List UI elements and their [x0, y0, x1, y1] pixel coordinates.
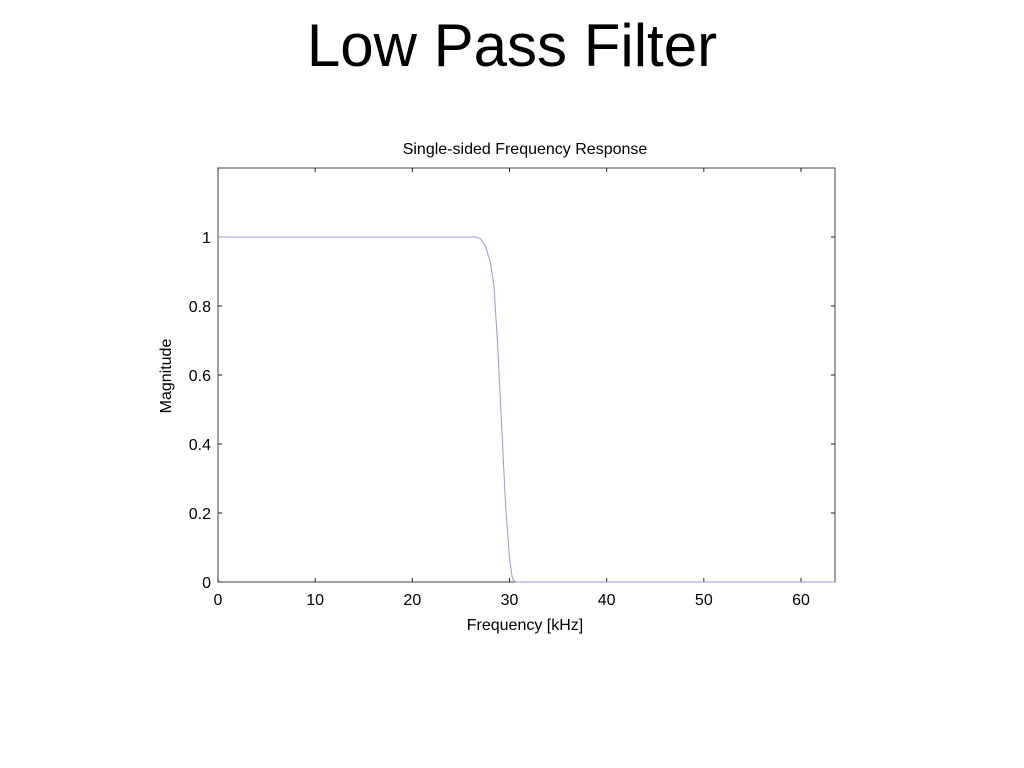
- x-tick-label: 40: [598, 592, 616, 609]
- series-layer: [218, 236, 835, 583]
- x-tick-label: 10: [306, 592, 324, 609]
- x-tick-label: 60: [792, 592, 810, 609]
- y-tick-label: 1: [202, 230, 211, 247]
- x-tick-label: 50: [695, 592, 713, 609]
- y-tick-label: 0.8: [189, 299, 211, 316]
- series-line: [218, 236, 835, 583]
- y-tick-label: 0.6: [189, 368, 211, 385]
- x-tick-label: 0: [214, 592, 223, 609]
- x-tick-label: 20: [403, 592, 421, 609]
- x-axis-label: Frequency [kHz]: [467, 617, 583, 634]
- slide-title: Low Pass Filter: [306, 12, 718, 79]
- plot-area: [217, 167, 836, 583]
- chart-title: Single-sided Frequency Response: [403, 141, 648, 158]
- y-tick-label: 0.4: [189, 437, 211, 454]
- y-tick-label: 0.2: [189, 506, 211, 523]
- x-tick-label: 30: [501, 592, 519, 609]
- y-tick-label: 0: [202, 575, 211, 592]
- y-axis-label: Magnitude: [158, 339, 175, 414]
- ticks-layer: 0 10 20 30 40 50 60 0 0.2 0.4 0.6 0.8 1: [189, 168, 835, 609]
